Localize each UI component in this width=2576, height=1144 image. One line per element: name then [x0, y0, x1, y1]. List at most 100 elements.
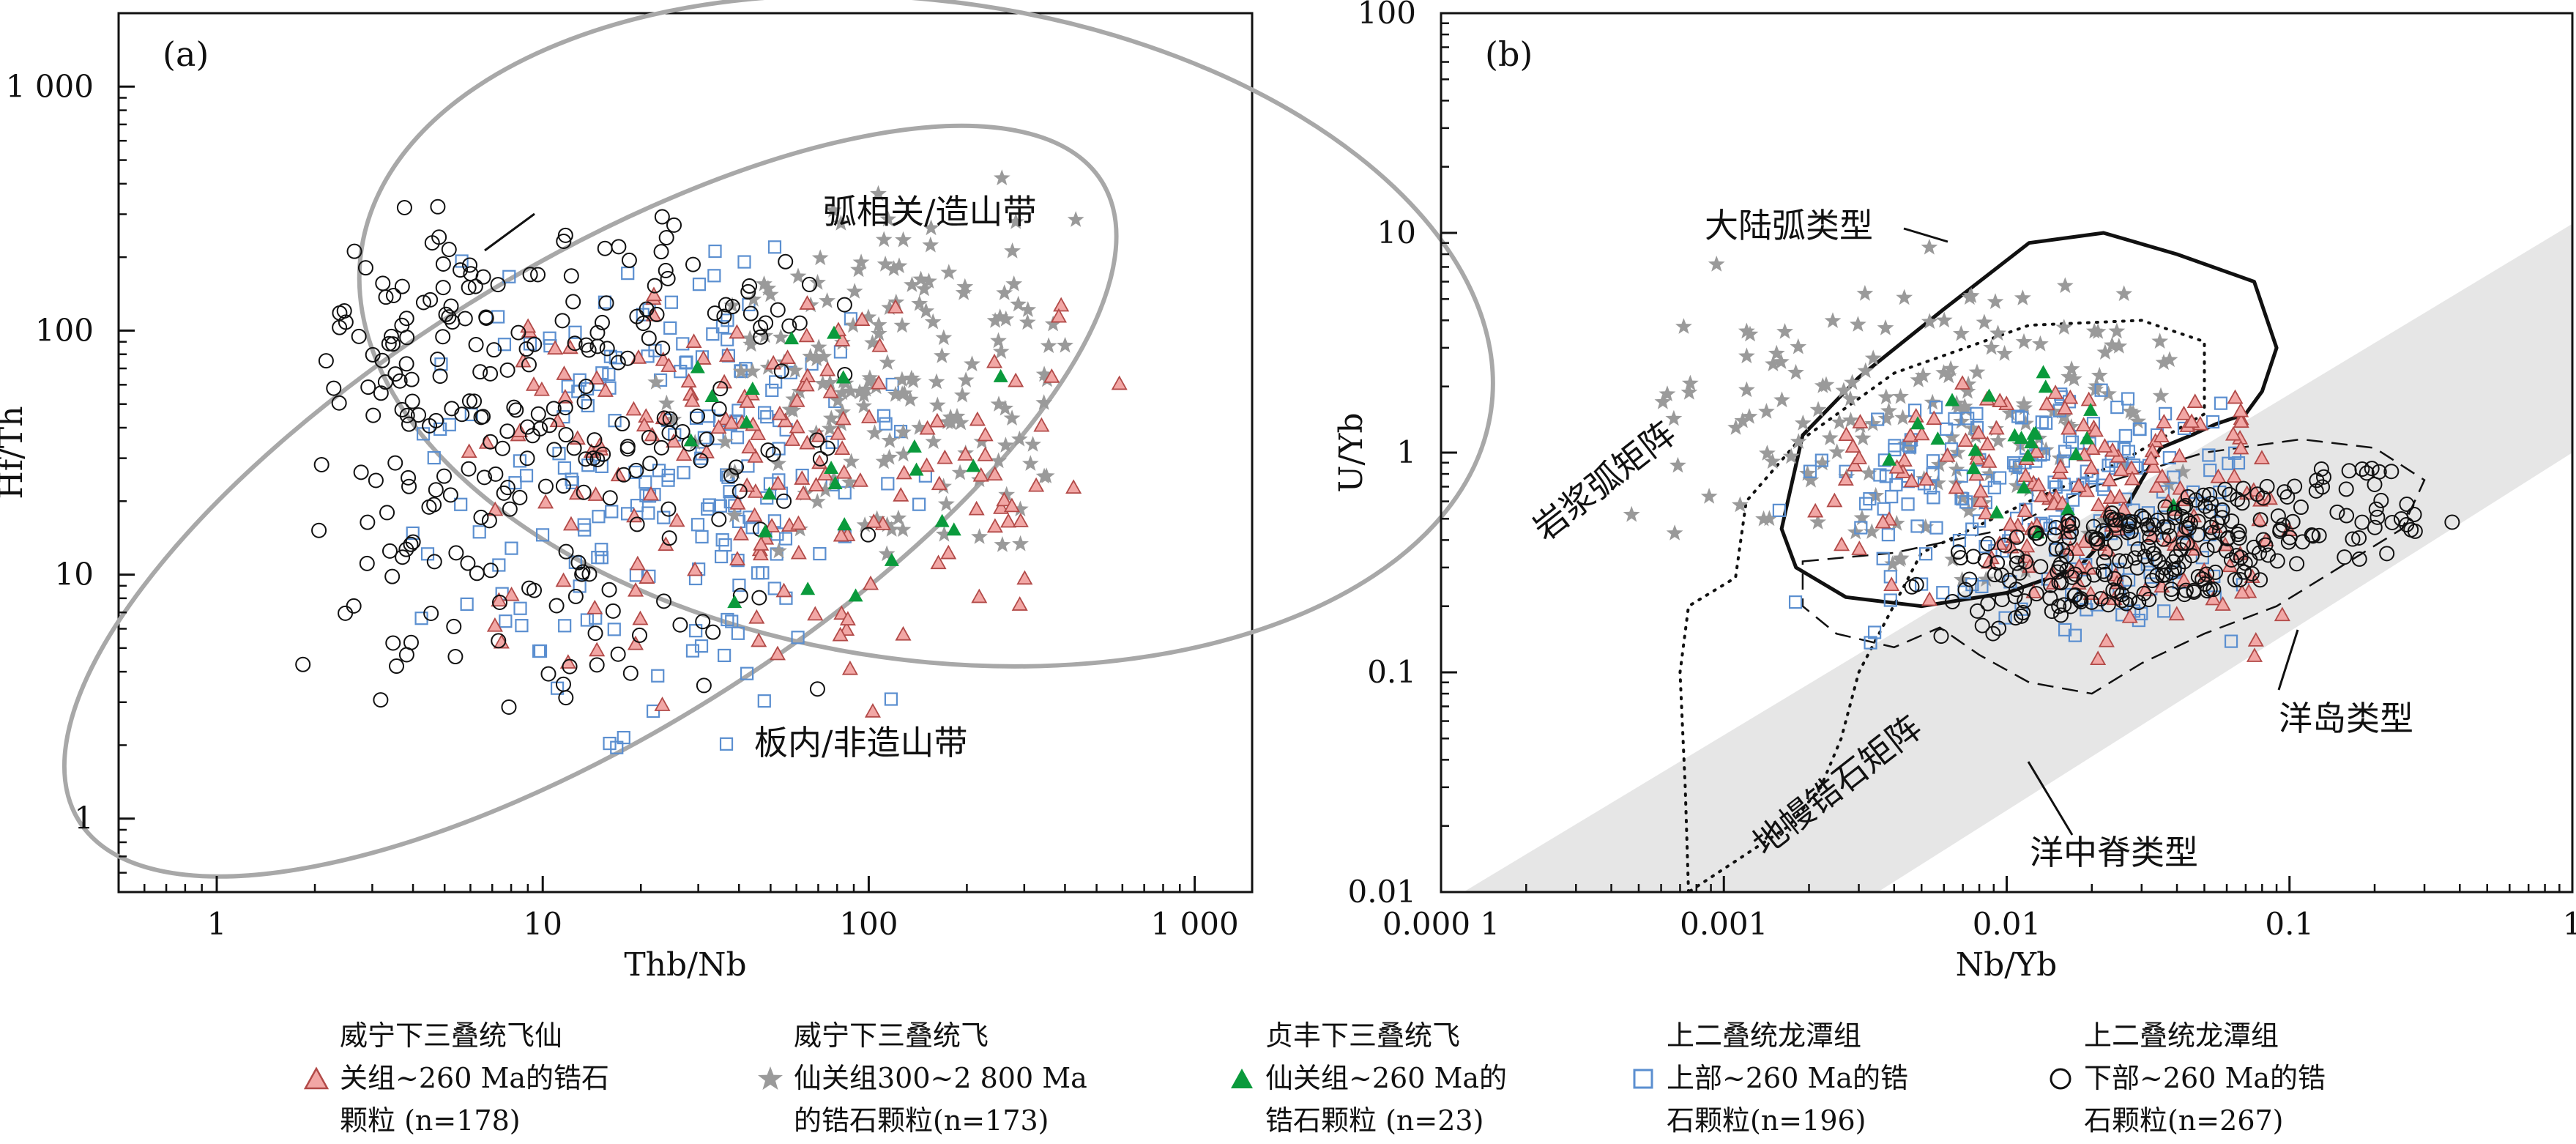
pink-data-point: [2247, 632, 2264, 647]
blue-data-point: [690, 518, 705, 532]
blue-data-point: [515, 619, 529, 633]
pink-data-point: [790, 544, 807, 560]
ocean-island-field: [1801, 438, 2426, 695]
pink-data-point: [2084, 440, 2101, 456]
black-data-point: [2014, 608, 2030, 624]
black-data-point: [338, 605, 354, 621]
pink-data-point: [996, 491, 1013, 507]
black-data-point: [2393, 511, 2409, 527]
pink-data-point: [685, 333, 702, 348]
pink-data-point: [969, 411, 986, 426]
black-data-point: [373, 692, 389, 708]
star-data-point: [833, 215, 849, 231]
blue-data-point: [505, 541, 518, 555]
black-data-point: [2043, 577, 2059, 593]
blue-data-point: [2102, 458, 2115, 472]
black-data-point: [508, 402, 524, 418]
star-data-point: [822, 374, 838, 390]
blue-data-point: [1936, 586, 1950, 600]
black-data-point: [1997, 537, 2013, 553]
black-data-point: [2064, 569, 2080, 585]
black-data-point: [468, 336, 484, 352]
star-data-point: [1888, 515, 1905, 531]
legend-item-blue: 上二叠统龙潭组 上部~260 Ma的锆 石颗粒(n=196): [1623, 1014, 1945, 1144]
star-data-point: [1003, 409, 1021, 426]
pink-data-point: [751, 632, 767, 647]
pink-data-point: [2030, 476, 2047, 491]
black-data-point: [2114, 593, 2130, 609]
black-data-point: [654, 209, 670, 225]
star-data-point: [1035, 467, 1053, 484]
black-data-point: [656, 410, 672, 426]
pink-data-point: [1012, 513, 1029, 527]
star-data-point: [844, 316, 862, 333]
black-data-point: [483, 434, 499, 450]
star-data-point: [1010, 295, 1027, 312]
black-data-point: [2368, 501, 2384, 517]
pink-data-point: [729, 324, 745, 339]
blue-data-point: [519, 469, 534, 483]
star-data-point: [915, 280, 933, 297]
blue-data-point: [1927, 491, 1940, 505]
black-data-point: [510, 324, 526, 341]
black-data-point: [443, 298, 459, 314]
blue-data-point: [651, 669, 665, 683]
black-data-point: [2009, 549, 2025, 565]
green-data-point: [934, 513, 950, 527]
pink-data-point: [2225, 426, 2242, 441]
star-data-point: [1809, 401, 1827, 417]
blue-data-point: [1888, 439, 1902, 453]
pink-data-point: [986, 353, 1003, 368]
blue-data-point: [1881, 528, 1895, 542]
green-data-point: [2038, 379, 2053, 393]
blue-data-point: [737, 255, 751, 269]
star-data-point: [1968, 363, 1986, 380]
black-data-point: [2027, 525, 2043, 541]
blue-data-point: [502, 270, 516, 283]
green-data-point: [835, 370, 851, 384]
black-data-point: [483, 562, 499, 579]
star-data-point: [1853, 509, 1871, 526]
blue-data-point: [912, 497, 926, 511]
blue-data-point: [571, 385, 585, 398]
black-data-point: [368, 472, 384, 489]
black-data-point: [641, 430, 657, 446]
green-data-point: [800, 582, 816, 595]
star-data-point: [912, 270, 929, 287]
pink-data-point: [2070, 478, 2087, 492]
star-data-point: [1794, 415, 1812, 431]
black-data-point: [696, 677, 712, 694]
black-data-point: [2163, 582, 2179, 598]
black-data-point: [457, 311, 473, 327]
star-data-point: [997, 310, 1015, 327]
blue-data-point: [757, 406, 772, 420]
blue-data-point: [630, 499, 644, 513]
black-data-point: [2293, 499, 2309, 516]
pink-data-point: [2075, 417, 2092, 432]
blue-data-point: [1975, 579, 1989, 594]
green-data-point: [1910, 416, 1926, 430]
blue-data-point: [513, 601, 527, 615]
pink-data-point: [866, 513, 882, 528]
star-data-point: [957, 371, 975, 387]
x-tick-label: 0.01: [1973, 906, 2041, 942]
pink-data-point: [486, 617, 503, 632]
black-data-point: [2105, 582, 2121, 598]
pink-data-point: [478, 434, 495, 449]
black-data-point: [2285, 513, 2301, 530]
green-data-point: [1945, 393, 1960, 406]
blue-data-point: [756, 566, 770, 580]
black-data-point: [2246, 539, 2262, 555]
y-tick-label: 1 000: [6, 68, 94, 104]
star-data-point: [953, 386, 971, 403]
pink-data-point: [562, 339, 578, 354]
blue-data-point: [595, 551, 609, 565]
black-data-point: [1987, 567, 2003, 583]
blue-data-point: [581, 398, 595, 413]
panel-a-region-label-arc: 弧相关/造山带: [823, 192, 1037, 231]
black-data-point: [2205, 582, 2222, 598]
black-data-point: [742, 278, 758, 294]
black-data-point: [695, 614, 711, 630]
star-data-point: [1940, 367, 1957, 384]
pink-data-point: [789, 418, 805, 434]
